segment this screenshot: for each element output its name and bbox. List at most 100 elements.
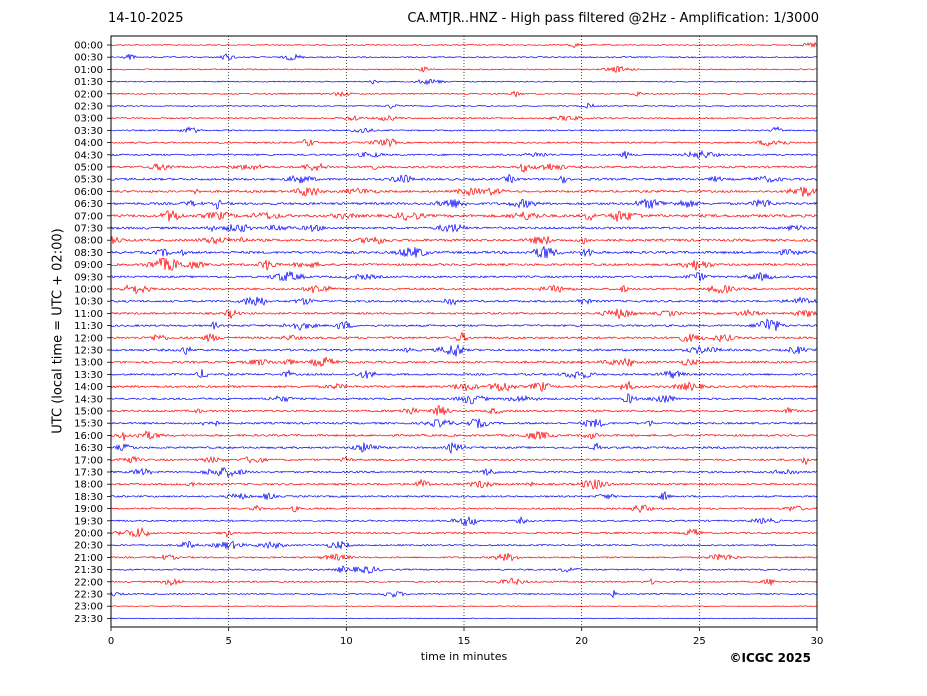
trace-1800 bbox=[110, 478, 818, 490]
trace-0700 bbox=[110, 209, 818, 222]
y-tick-label: 07:30 bbox=[74, 224, 103, 235]
y-tick-label: 01:30 bbox=[74, 77, 103, 88]
y-tick-label: 10:00 bbox=[74, 285, 103, 296]
trace-2100 bbox=[110, 552, 818, 562]
x-tick-label: 15 bbox=[458, 636, 471, 647]
x-tick-label: 30 bbox=[811, 636, 824, 647]
x-tick-label: 20 bbox=[575, 636, 588, 647]
chart-title: CA.MTJR..HNZ - High pass filtered @2Hz -… bbox=[407, 11, 819, 26]
y-tick-label: 21:30 bbox=[74, 565, 103, 576]
y-tick-label: 17:00 bbox=[74, 455, 103, 466]
x-tick-label: 25 bbox=[693, 636, 706, 647]
trace-0800 bbox=[110, 236, 818, 246]
header-date: 14-10-2025 bbox=[108, 11, 184, 26]
y-tick-label: 20:00 bbox=[74, 529, 103, 540]
y-tick-label: 00:00 bbox=[74, 41, 103, 52]
y-tick-label: 06:00 bbox=[74, 187, 103, 198]
y-tick-label: 18:00 bbox=[74, 480, 103, 491]
x-tick-label: 5 bbox=[225, 636, 231, 647]
trace-0330 bbox=[110, 126, 818, 134]
trace-0300 bbox=[110, 115, 818, 122]
y-tick-label: 14:00 bbox=[74, 382, 103, 393]
y-tick-label: 18:30 bbox=[74, 492, 103, 503]
trace-1700 bbox=[110, 455, 818, 466]
trace-2200 bbox=[110, 577, 818, 587]
y-tick-label: 09:00 bbox=[74, 260, 103, 271]
y-tick-label: 02:30 bbox=[74, 102, 103, 113]
y-tick-label: 08:30 bbox=[74, 248, 103, 259]
trace-1900 bbox=[110, 504, 818, 514]
y-tick-label: 13:30 bbox=[74, 370, 103, 381]
y-tick-label: 13:00 bbox=[74, 358, 103, 369]
trace-0600 bbox=[110, 186, 818, 197]
y-tick-label: 15:00 bbox=[74, 407, 103, 418]
y-tick-label: 14:30 bbox=[74, 394, 103, 405]
y-tick-label: 01:00 bbox=[74, 65, 103, 76]
trace-0730 bbox=[110, 223, 818, 233]
y-tick-label: 04:00 bbox=[74, 138, 103, 149]
trace-2030 bbox=[110, 540, 818, 550]
trace-1230 bbox=[110, 343, 818, 357]
trace-1830 bbox=[110, 490, 818, 501]
y-tick-label: 07:00 bbox=[74, 211, 103, 222]
trace-1100 bbox=[110, 308, 818, 320]
trace-2230 bbox=[110, 590, 818, 599]
y-tick-label: 22:30 bbox=[74, 590, 103, 601]
y-tick-label: 05:00 bbox=[74, 163, 103, 174]
x-tick-label: 10 bbox=[340, 636, 353, 647]
trace-2130 bbox=[110, 565, 818, 575]
y-axis-label: UTC (local time = UTC + 02:00) bbox=[50, 228, 66, 434]
y-tick-label: 06:30 bbox=[74, 199, 103, 210]
y-tick-label: 11:30 bbox=[74, 321, 103, 332]
y-tick-label: 19:30 bbox=[74, 516, 103, 527]
y-tick-label: 00:30 bbox=[74, 53, 103, 64]
trace-0930 bbox=[110, 270, 818, 282]
y-tick-label: 16:30 bbox=[74, 443, 103, 454]
x-tick-label: 0 bbox=[108, 636, 114, 647]
y-tick-label: 17:30 bbox=[74, 468, 103, 479]
y-tick-label: 11:00 bbox=[74, 309, 103, 320]
y-tick-label: 19:00 bbox=[74, 504, 103, 515]
trace-1000 bbox=[110, 284, 818, 295]
plot-frame bbox=[110, 35, 818, 628]
trace-1300 bbox=[110, 356, 818, 368]
x-axis: 0 5 10 15 20 25 30 bbox=[108, 627, 824, 647]
y-tick-label: 23:00 bbox=[74, 602, 103, 613]
trace-0400 bbox=[110, 138, 818, 148]
y-tick-label: 03:00 bbox=[74, 114, 103, 125]
copyright: ©ICGC 2025 bbox=[729, 651, 811, 665]
y-tick-label: 15:30 bbox=[74, 419, 103, 430]
y-tick-label: 21:00 bbox=[74, 553, 103, 564]
y-tick-label: 02:00 bbox=[74, 89, 103, 100]
y-tick-label: 22:00 bbox=[74, 577, 103, 588]
y-tick-label: 04:30 bbox=[74, 150, 103, 161]
y-tick-label: 08:00 bbox=[74, 236, 103, 247]
x-axis-label: time in minutes bbox=[420, 650, 508, 663]
y-tick-label: 12:00 bbox=[74, 333, 103, 344]
trace-1400 bbox=[110, 381, 818, 393]
trace-1530 bbox=[110, 418, 818, 429]
trace-0530 bbox=[110, 173, 818, 184]
trace-0430 bbox=[110, 149, 818, 159]
trace-0200 bbox=[110, 90, 818, 98]
trace-2300 bbox=[110, 605, 818, 607]
y-tick-label: 10:30 bbox=[74, 297, 103, 308]
trace-1630 bbox=[110, 442, 818, 455]
y-tick-label: 23:30 bbox=[74, 614, 103, 625]
y-tick-label: 20:30 bbox=[74, 541, 103, 552]
y-tick-label: 03:30 bbox=[74, 126, 103, 137]
trace-1330 bbox=[110, 369, 818, 380]
trace-2000 bbox=[110, 527, 818, 539]
y-tick-label: 05:30 bbox=[74, 175, 103, 186]
y-tick-label: 09:30 bbox=[74, 272, 103, 283]
trace-0100 bbox=[110, 65, 818, 74]
trace-1730 bbox=[110, 466, 818, 478]
trace-0830 bbox=[110, 246, 818, 259]
trace-0500 bbox=[110, 162, 818, 174]
y-tick-label: 12:30 bbox=[74, 346, 103, 357]
gridlines-layer bbox=[228, 36, 700, 627]
trace-1030 bbox=[110, 296, 818, 306]
trace-0630 bbox=[110, 198, 818, 210]
